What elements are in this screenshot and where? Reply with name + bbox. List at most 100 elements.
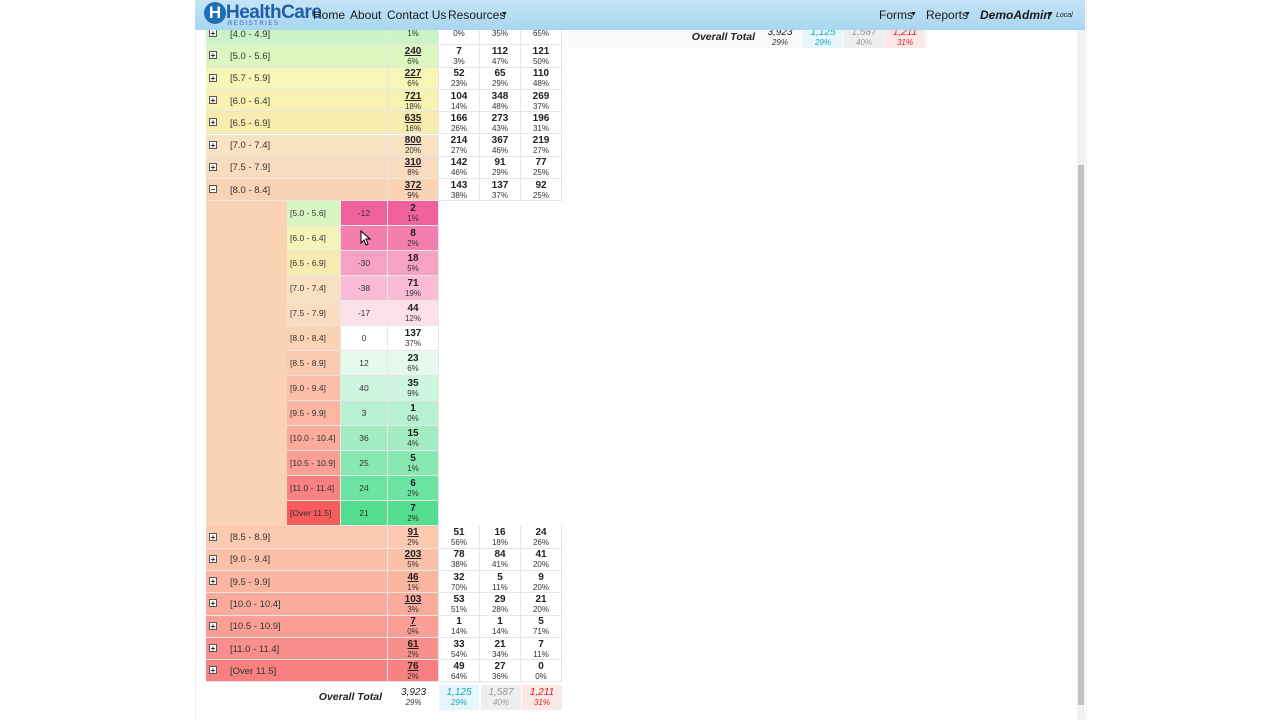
cell: 2 1% xyxy=(388,201,439,227)
count: 1 xyxy=(497,616,503,628)
cell: 91 29% xyxy=(480,156,521,180)
percent: 41% xyxy=(491,560,508,570)
percent: 27% xyxy=(532,146,549,156)
nav-link[interactable]: About xyxy=(350,8,382,22)
row-label: [10.0 - 10.4] xyxy=(230,598,281,610)
percent: 43% xyxy=(491,123,508,133)
total-cell: 1,211 31% xyxy=(522,684,562,710)
count: 21 xyxy=(535,593,547,605)
count: 110 xyxy=(532,68,550,80)
change-cell: 21 xyxy=(341,501,388,527)
sub-label: [8.5 - 8.9] xyxy=(287,351,341,377)
percent: 2% xyxy=(407,489,419,499)
expand-icon[interactable]: + xyxy=(209,73,217,83)
cell: 51 56% xyxy=(439,526,480,549)
count[interactable]: 240 xyxy=(404,45,422,57)
nav-link[interactable]: Contact Us xyxy=(387,8,447,22)
expand-icon[interactable]: + xyxy=(209,162,217,172)
percent: 8% xyxy=(407,168,419,178)
percent: 14% xyxy=(450,101,467,111)
count[interactable]: 46 xyxy=(407,571,419,583)
expand-icon[interactable]: + xyxy=(209,140,217,150)
expand-icon[interactable]: + xyxy=(209,599,217,609)
nav-dropdown[interactable]: Forms xyxy=(879,8,913,22)
count[interactable]: 103 xyxy=(404,593,422,605)
expand-icon[interactable]: + xyxy=(209,29,217,39)
cell: 32 70% xyxy=(439,571,480,594)
count[interactable]: 721 xyxy=(404,90,422,102)
percent: 27% xyxy=(450,146,467,156)
nav-dropdown[interactable]: Resources xyxy=(448,8,506,22)
count: 33 xyxy=(453,638,465,650)
change: 21 xyxy=(359,507,369,518)
percent: 46% xyxy=(450,168,467,178)
count[interactable]: 227 xyxy=(404,68,422,80)
expand-icon[interactable]: + xyxy=(209,577,217,587)
total-cell: 1,125 29% xyxy=(803,26,843,48)
count: 9 xyxy=(538,571,544,583)
change: -12 xyxy=(357,207,371,218)
cell: 24 26% xyxy=(521,526,562,549)
cell: 53 51% xyxy=(439,593,480,616)
total-label: Overall Total xyxy=(318,691,382,703)
count[interactable]: 635 xyxy=(404,112,422,124)
expand-icon[interactable]: + xyxy=(209,554,217,564)
expand-icon[interactable]: + xyxy=(209,621,217,631)
cell: 121 50% xyxy=(521,45,562,68)
expand-icon[interactable]: + xyxy=(209,644,217,654)
change: 40 xyxy=(359,382,369,393)
nav-link[interactable]: Home xyxy=(313,8,346,22)
row-bg xyxy=(206,112,388,135)
change: 3 xyxy=(361,407,367,418)
cell: 92 25% xyxy=(521,179,562,202)
cell: 110 48% xyxy=(521,67,562,90)
count[interactable]: 203 xyxy=(404,549,422,561)
count[interactable]: 91 xyxy=(407,527,419,539)
row-label: [6.5 - 6.9] xyxy=(230,117,271,129)
change: -30 xyxy=(357,257,371,268)
change-cell: 25 xyxy=(341,451,388,477)
count[interactable]: 76 xyxy=(407,660,419,672)
count: 143 xyxy=(450,179,468,191)
user-menu[interactable]: DemoAdmin xyxy=(980,8,1051,22)
expand-icon[interactable]: + xyxy=(209,532,217,542)
percent: 38% xyxy=(450,560,467,570)
count[interactable]: 61 xyxy=(407,638,419,650)
expand-icon[interactable]: + xyxy=(209,118,217,128)
percent: 29% xyxy=(450,698,467,707)
cell: 7 11% xyxy=(521,637,562,661)
expand-icon[interactable]: − xyxy=(209,185,217,195)
cell: 21 34% xyxy=(480,637,521,661)
count: 1,587 xyxy=(851,27,877,38)
cell: 1 0% xyxy=(388,401,439,427)
brand[interactable]: HealthCare xyxy=(226,2,322,23)
cell: 219 27% xyxy=(521,134,562,157)
expand-icon[interactable]: + xyxy=(209,96,217,106)
count: 44 xyxy=(407,303,419,315)
count[interactable]: 372 xyxy=(404,179,422,191)
sub-label: [11.0 - 11.4] xyxy=(287,476,341,502)
change-cell: 40 xyxy=(341,376,388,402)
scrollbar-thumb[interactable] xyxy=(1078,165,1084,705)
nav-dropdown[interactable]: Reports xyxy=(926,8,969,22)
cell: 310 8% xyxy=(388,156,439,180)
percent: 46% xyxy=(491,146,508,156)
expand-icon[interactable]: + xyxy=(209,51,217,61)
count: 0 xyxy=(538,660,544,672)
count[interactable]: 7 xyxy=(410,616,416,628)
percent: 31% xyxy=(896,38,913,47)
brand-sub: REGISTRIES xyxy=(228,21,280,27)
cell: 33 54% xyxy=(439,637,480,661)
cell: 104 14% xyxy=(439,89,480,113)
count[interactable]: 800 xyxy=(404,135,422,147)
cell: 29 28% xyxy=(480,593,521,616)
caret: ▼ xyxy=(1047,11,1054,18)
percent: 11% xyxy=(533,649,549,659)
percent: 29% xyxy=(405,698,422,707)
percent: 38% xyxy=(450,190,467,200)
logo-icon[interactable]: H xyxy=(204,2,226,24)
count[interactable]: 310 xyxy=(404,157,422,169)
cell: 800 20% xyxy=(388,134,439,157)
percent: 34% xyxy=(491,649,508,659)
expand-icon[interactable]: + xyxy=(209,666,217,676)
